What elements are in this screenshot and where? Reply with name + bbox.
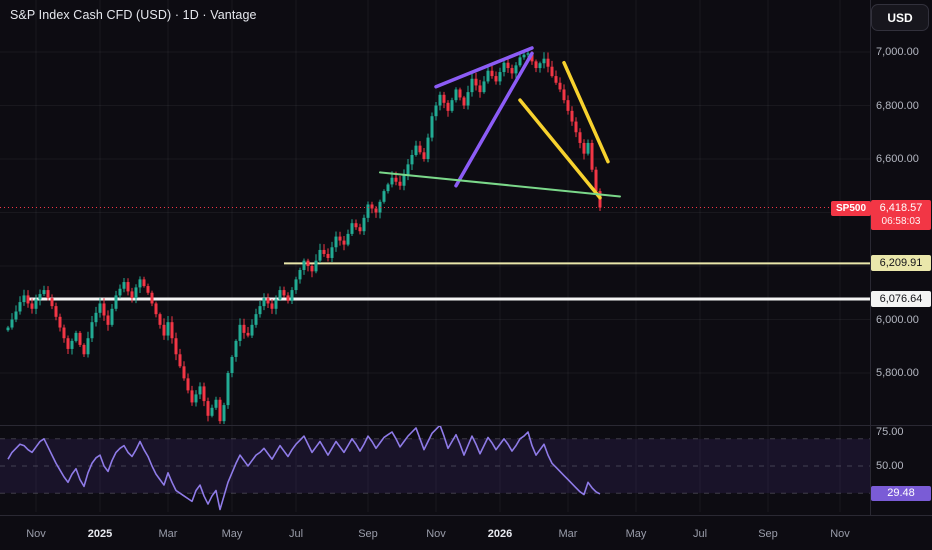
time-axis-label: Sep <box>358 528 378 540</box>
symbol-price-flag: SP500 <box>831 201 872 216</box>
currency-button[interactable]: USD <box>871 4 929 31</box>
price-axis-label: 5,800.00 <box>876 367 919 379</box>
price-axis-label: 6,600.00 <box>876 153 919 165</box>
level-axis-label-6076: 6,076.64 <box>871 291 931 307</box>
last-price-value: 6,418.57 <box>879 202 923 214</box>
time-axis-label: Nov <box>26 528 46 540</box>
rsi-value-axis-label: 29.48 <box>871 486 931 501</box>
price-axis-label: 7,000.00 <box>876 46 919 58</box>
symbol-title: S&P Index Cash CFD (USD) · 1D · Vantage <box>10 8 257 22</box>
time-axis-label: Jul <box>288 528 304 540</box>
time-axis-label: May <box>625 528 647 540</box>
bar-countdown: 06:58:03 <box>881 216 921 227</box>
time-axis-label: Mar <box>558 528 578 540</box>
time-axis-label: 2026 <box>487 528 513 540</box>
price-axis-label: 6,000.00 <box>876 313 919 326</box>
time-axis-label: Nov <box>426 528 446 540</box>
time-axis-label: Jul <box>692 528 708 540</box>
time-axis-label: May <box>221 528 243 540</box>
time-axis-label: Nov <box>830 528 850 540</box>
rsi-axis-label: 50.00 <box>876 460 904 472</box>
time-axis-label: Mar <box>158 528 178 540</box>
last-price-axis-label: 6,418.57 06:58:03 <box>871 200 931 230</box>
rsi-axis-label: 75.00 <box>876 426 904 438</box>
time-axis-label: 2025 <box>87 528 113 540</box>
price-axis-label: 6,800.00 <box>876 99 919 112</box>
time-axis-label: Sep <box>758 528 778 540</box>
level-axis-label-6209: 6,209.91 <box>871 255 931 271</box>
